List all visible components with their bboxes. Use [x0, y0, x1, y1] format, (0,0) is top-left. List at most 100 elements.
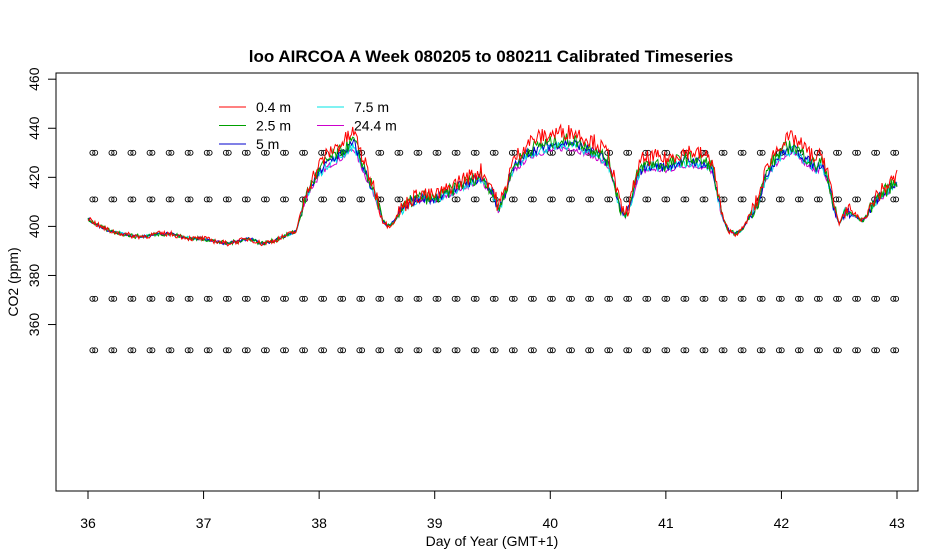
- marker-point: [184, 295, 191, 302]
- marker-point: [318, 295, 325, 302]
- marker-point: [244, 196, 251, 203]
- marker-point: [184, 347, 191, 354]
- marker-point: [130, 347, 137, 354]
- marker-point: [489, 347, 496, 354]
- marker-point: [340, 347, 347, 354]
- x-tick-label: 41: [658, 515, 674, 531]
- marker-point: [299, 347, 306, 354]
- marker-point: [280, 196, 287, 203]
- marker-point: [130, 196, 137, 203]
- marker-point: [299, 295, 306, 302]
- marker-point: [359, 149, 366, 156]
- marker-point: [435, 295, 442, 302]
- marker-point: [222, 149, 229, 156]
- marker-point: [642, 347, 649, 354]
- marker-point: [108, 196, 115, 203]
- marker-point: [416, 347, 423, 354]
- marker-point: [321, 347, 327, 354]
- marker-point: [454, 295, 461, 302]
- series-line: [88, 123, 898, 247]
- marker-point: [759, 347, 766, 354]
- marker-point: [375, 149, 382, 156]
- marker-point: [187, 295, 194, 302]
- marker-point: [470, 149, 477, 156]
- marker-point: [473, 149, 480, 156]
- marker-point: [127, 347, 134, 354]
- marker-point: [795, 196, 801, 203]
- marker-point: [473, 347, 480, 354]
- marker-point: [797, 196, 804, 203]
- marker-point: [645, 196, 652, 203]
- marker-point: [397, 149, 404, 156]
- marker-point: [833, 347, 840, 354]
- marker-point: [432, 149, 439, 156]
- marker-point: [778, 196, 785, 203]
- marker-point: [263, 347, 270, 354]
- marker-point: [165, 295, 172, 302]
- marker-point: [378, 196, 385, 203]
- marker-point: [397, 295, 404, 302]
- marker-point: [111, 149, 118, 156]
- marker-point: [89, 295, 96, 302]
- marker-point: [604, 295, 611, 302]
- marker-point: [566, 295, 573, 302]
- marker-point: [623, 196, 630, 203]
- marker-point: [263, 149, 270, 156]
- marker-point: [337, 295, 344, 302]
- marker-point: [890, 196, 897, 203]
- marker-point: [607, 295, 613, 302]
- marker-point: [416, 149, 423, 156]
- marker-point: [871, 295, 878, 302]
- marker-point: [149, 295, 156, 302]
- marker-point: [737, 196, 744, 203]
- marker-point: [511, 196, 518, 203]
- marker-point: [184, 196, 191, 203]
- marker-point: [547, 295, 554, 302]
- marker-point: [187, 347, 194, 354]
- marker-point: [585, 196, 592, 203]
- marker-point: [833, 295, 840, 302]
- marker-point: [489, 295, 496, 302]
- marker-point: [165, 347, 172, 354]
- marker-point: [165, 149, 172, 156]
- marker-point: [127, 149, 134, 156]
- marker-point: [378, 295, 385, 302]
- y-axis: 360 380 400 420 440 460: [26, 67, 57, 336]
- marker-point: [852, 347, 859, 354]
- marker-point: [473, 295, 480, 302]
- marker-point: [146, 196, 153, 203]
- marker-point: [854, 196, 861, 203]
- marker-point: [318, 347, 325, 354]
- y-tick-label: 420: [26, 165, 42, 189]
- marker-point: [394, 295, 401, 302]
- marker-point: [492, 295, 499, 302]
- marker-point: [778, 295, 785, 302]
- marker-point: [833, 149, 840, 156]
- marker-point: [241, 149, 248, 156]
- marker-point: [451, 295, 458, 302]
- marker-point: [775, 196, 782, 203]
- y-tick-label: 400: [26, 215, 42, 239]
- marker-point: [740, 196, 747, 203]
- marker-point: [588, 295, 594, 302]
- marker-point: [149, 149, 156, 156]
- marker-point: [530, 347, 537, 354]
- marker-point: [626, 149, 633, 156]
- marker-point: [375, 295, 382, 302]
- marker-point: [852, 295, 859, 302]
- marker-point: [130, 295, 137, 302]
- marker-point: [816, 295, 823, 302]
- marker-point: [816, 196, 823, 203]
- marker-point: [835, 149, 842, 156]
- marker-point: [146, 295, 153, 302]
- marker-point: [470, 347, 477, 354]
- marker-point: [435, 347, 442, 354]
- marker-point: [702, 295, 709, 302]
- marker-point: [893, 295, 900, 302]
- marker-point: [378, 347, 385, 354]
- legend-label: 24.4 m: [354, 118, 397, 134]
- y-axis-label: CO2 (ppm): [5, 247, 21, 316]
- marker-point: [244, 347, 251, 354]
- marker-point: [375, 347, 382, 354]
- marker-point: [280, 347, 287, 354]
